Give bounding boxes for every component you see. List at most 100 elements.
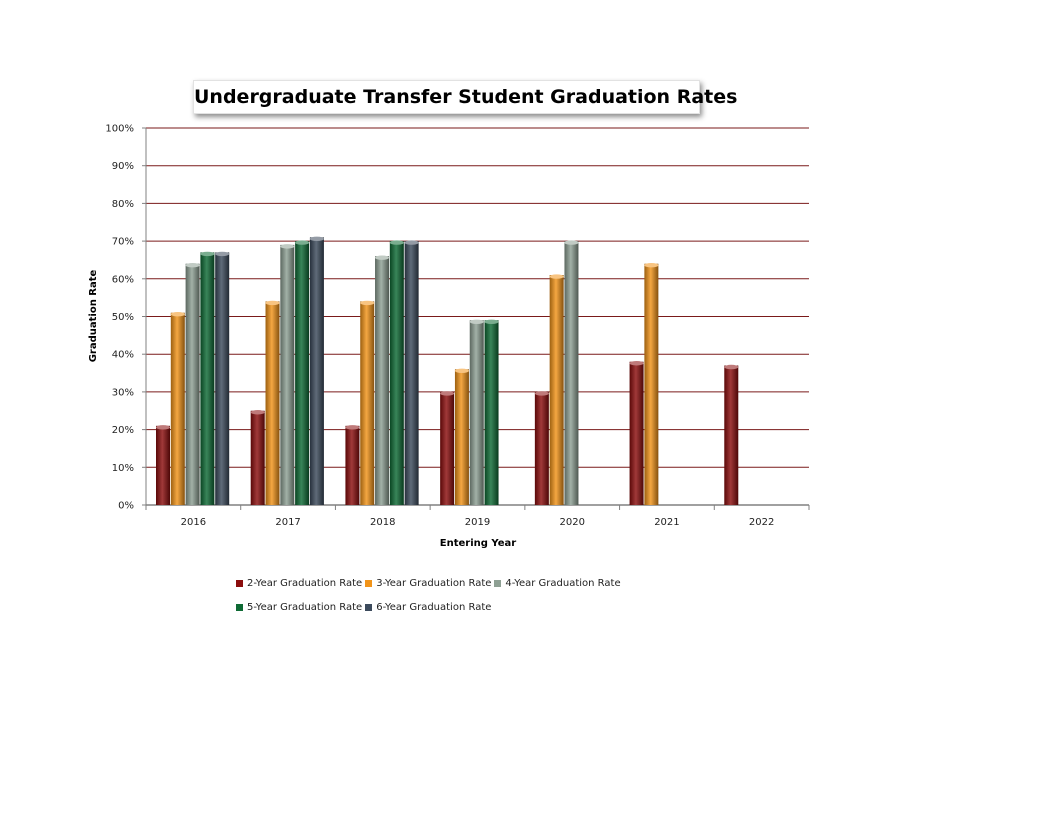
bar-top (644, 263, 659, 268)
bar (724, 364, 739, 505)
bar-body (389, 241, 404, 505)
legend-swatch-6-year (365, 603, 373, 611)
x-tick-label: 2016 (181, 517, 206, 528)
bar-top (185, 263, 200, 268)
gridlines (146, 127, 809, 506)
legend-label-6-year: 6-Year Graduation Rate (376, 601, 492, 613)
bar (265, 300, 280, 505)
bar-body (629, 361, 644, 505)
legend-item-3-year: 3-Year Graduation Rate (365, 578, 491, 589)
legend-row: 5-Year Graduation Rate 6-Year Graduation… (236, 595, 676, 619)
bar-top (454, 368, 469, 373)
legend-swatch-4-year (494, 579, 502, 587)
bar (185, 263, 200, 505)
bar (250, 410, 265, 505)
bar-body (250, 410, 265, 505)
bar-top (440, 391, 455, 396)
bar-body (295, 241, 310, 505)
bar (215, 251, 230, 505)
legend-label-4-year: 4-Year Graduation Rate (505, 577, 621, 589)
bar-body (215, 252, 230, 505)
y-tick-label: 50% (112, 312, 134, 323)
x-tick-label: 2017 (275, 517, 300, 528)
x-axis-tick-labels: 2016 2017 2018 2019 2020 2021 2022 (181, 517, 775, 528)
bar (200, 251, 215, 505)
legend-item-5-year: 5-Year Graduation Rate (236, 602, 362, 613)
y-tick-label: 90% (112, 161, 134, 172)
bar (295, 240, 310, 505)
y-tick-label: 40% (112, 350, 134, 361)
bar-top (404, 240, 419, 245)
x-tick-label: 2020 (559, 517, 584, 528)
bar-top (345, 425, 360, 430)
y-tick-label: 0% (118, 501, 134, 512)
bar-top (309, 236, 324, 242)
x-tick-label: 2018 (370, 517, 395, 528)
bar-top (200, 251, 215, 257)
bars (156, 236, 739, 505)
bar (156, 425, 170, 505)
bar (170, 312, 185, 505)
bar-top (215, 251, 230, 257)
y-tick-label: 10% (112, 463, 134, 474)
bar-body (440, 391, 455, 505)
bar (280, 244, 295, 505)
bar (484, 319, 499, 505)
y-tick-label: 20% (112, 425, 134, 436)
bar (404, 240, 419, 505)
bar-top (295, 240, 310, 245)
chart-legend: 2-Year Graduation Rate 3-Year Graduation… (236, 571, 676, 619)
x-tick-label: 2022 (749, 517, 774, 528)
bar (644, 263, 659, 505)
bar-body (534, 391, 549, 505)
bar-body (309, 237, 324, 505)
y-axis-label: Graduation Rate (88, 269, 99, 362)
bar-top (629, 361, 644, 366)
bar (629, 361, 644, 505)
bar-body (360, 301, 375, 505)
legend-label-2-year: 2-Year Graduation Rate (247, 577, 363, 589)
bar-top (265, 300, 280, 306)
bar-top (170, 312, 185, 317)
bar-top (534, 391, 549, 396)
legend-swatch-2-year (236, 579, 243, 587)
legend-label-5-year: 5-Year Graduation Rate (247, 601, 363, 613)
bar (345, 425, 360, 505)
bar-body (644, 263, 659, 505)
bar-body (200, 252, 215, 505)
bar-body (484, 320, 499, 505)
bar-top (389, 240, 404, 245)
bar (309, 236, 324, 505)
bar-top (469, 319, 484, 324)
bar-body (404, 241, 419, 505)
legend-swatch-5-year (236, 603, 243, 611)
legend-row: 2-Year Graduation Rate 3-Year Graduation… (236, 571, 676, 595)
bar-body (170, 312, 185, 505)
legend-label-3-year: 3-Year Graduation Rate (376, 577, 492, 589)
bar (454, 368, 469, 505)
chart-title: Undergraduate Transfer Student Graduatio… (193, 80, 737, 114)
x-axis-label: Entering Year (440, 538, 516, 549)
bar-top (156, 425, 170, 430)
bar-body (454, 369, 469, 505)
bar (389, 240, 404, 505)
legend-item-2-year: 2-Year Graduation Rate (236, 578, 362, 589)
bar (549, 274, 564, 505)
bar-top (484, 319, 499, 324)
bar (375, 255, 390, 505)
bar-body (724, 365, 739, 505)
bar-top (375, 255, 390, 260)
bar (534, 391, 549, 505)
bar (469, 319, 484, 505)
bar-top (549, 274, 564, 279)
bar-body (375, 256, 390, 505)
bar-top (564, 240, 579, 245)
bar-body (265, 301, 280, 505)
bar-body (469, 320, 484, 505)
bar (564, 240, 579, 505)
x-tick-label: 2021 (654, 517, 679, 528)
y-tick-label: 60% (112, 274, 134, 285)
y-tick-label: 100% (105, 124, 134, 135)
bar-body (280, 244, 295, 505)
